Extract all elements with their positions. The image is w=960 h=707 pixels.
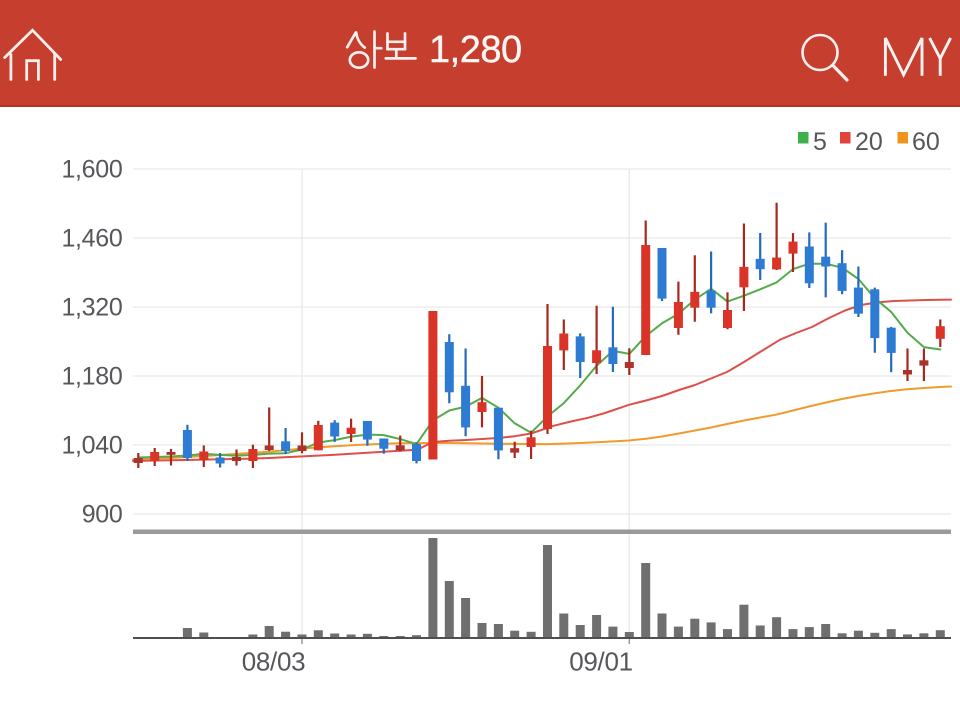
svg-text:1,040: 1,040 <box>61 431 122 459</box>
svg-text:1,600: 1,600 <box>61 155 122 183</box>
svg-text:900: 900 <box>82 500 123 528</box>
svg-text:1,320: 1,320 <box>61 293 122 321</box>
svg-text:1,460: 1,460 <box>61 224 122 252</box>
svg-text:08/03: 08/03 <box>242 647 306 677</box>
svg-text:09/01: 09/01 <box>569 647 633 677</box>
svg-text:5: 5 <box>813 128 827 156</box>
svg-text:20: 20 <box>855 128 883 156</box>
svg-text:60: 60 <box>912 128 940 156</box>
svg-text:1,180: 1,180 <box>61 362 122 390</box>
